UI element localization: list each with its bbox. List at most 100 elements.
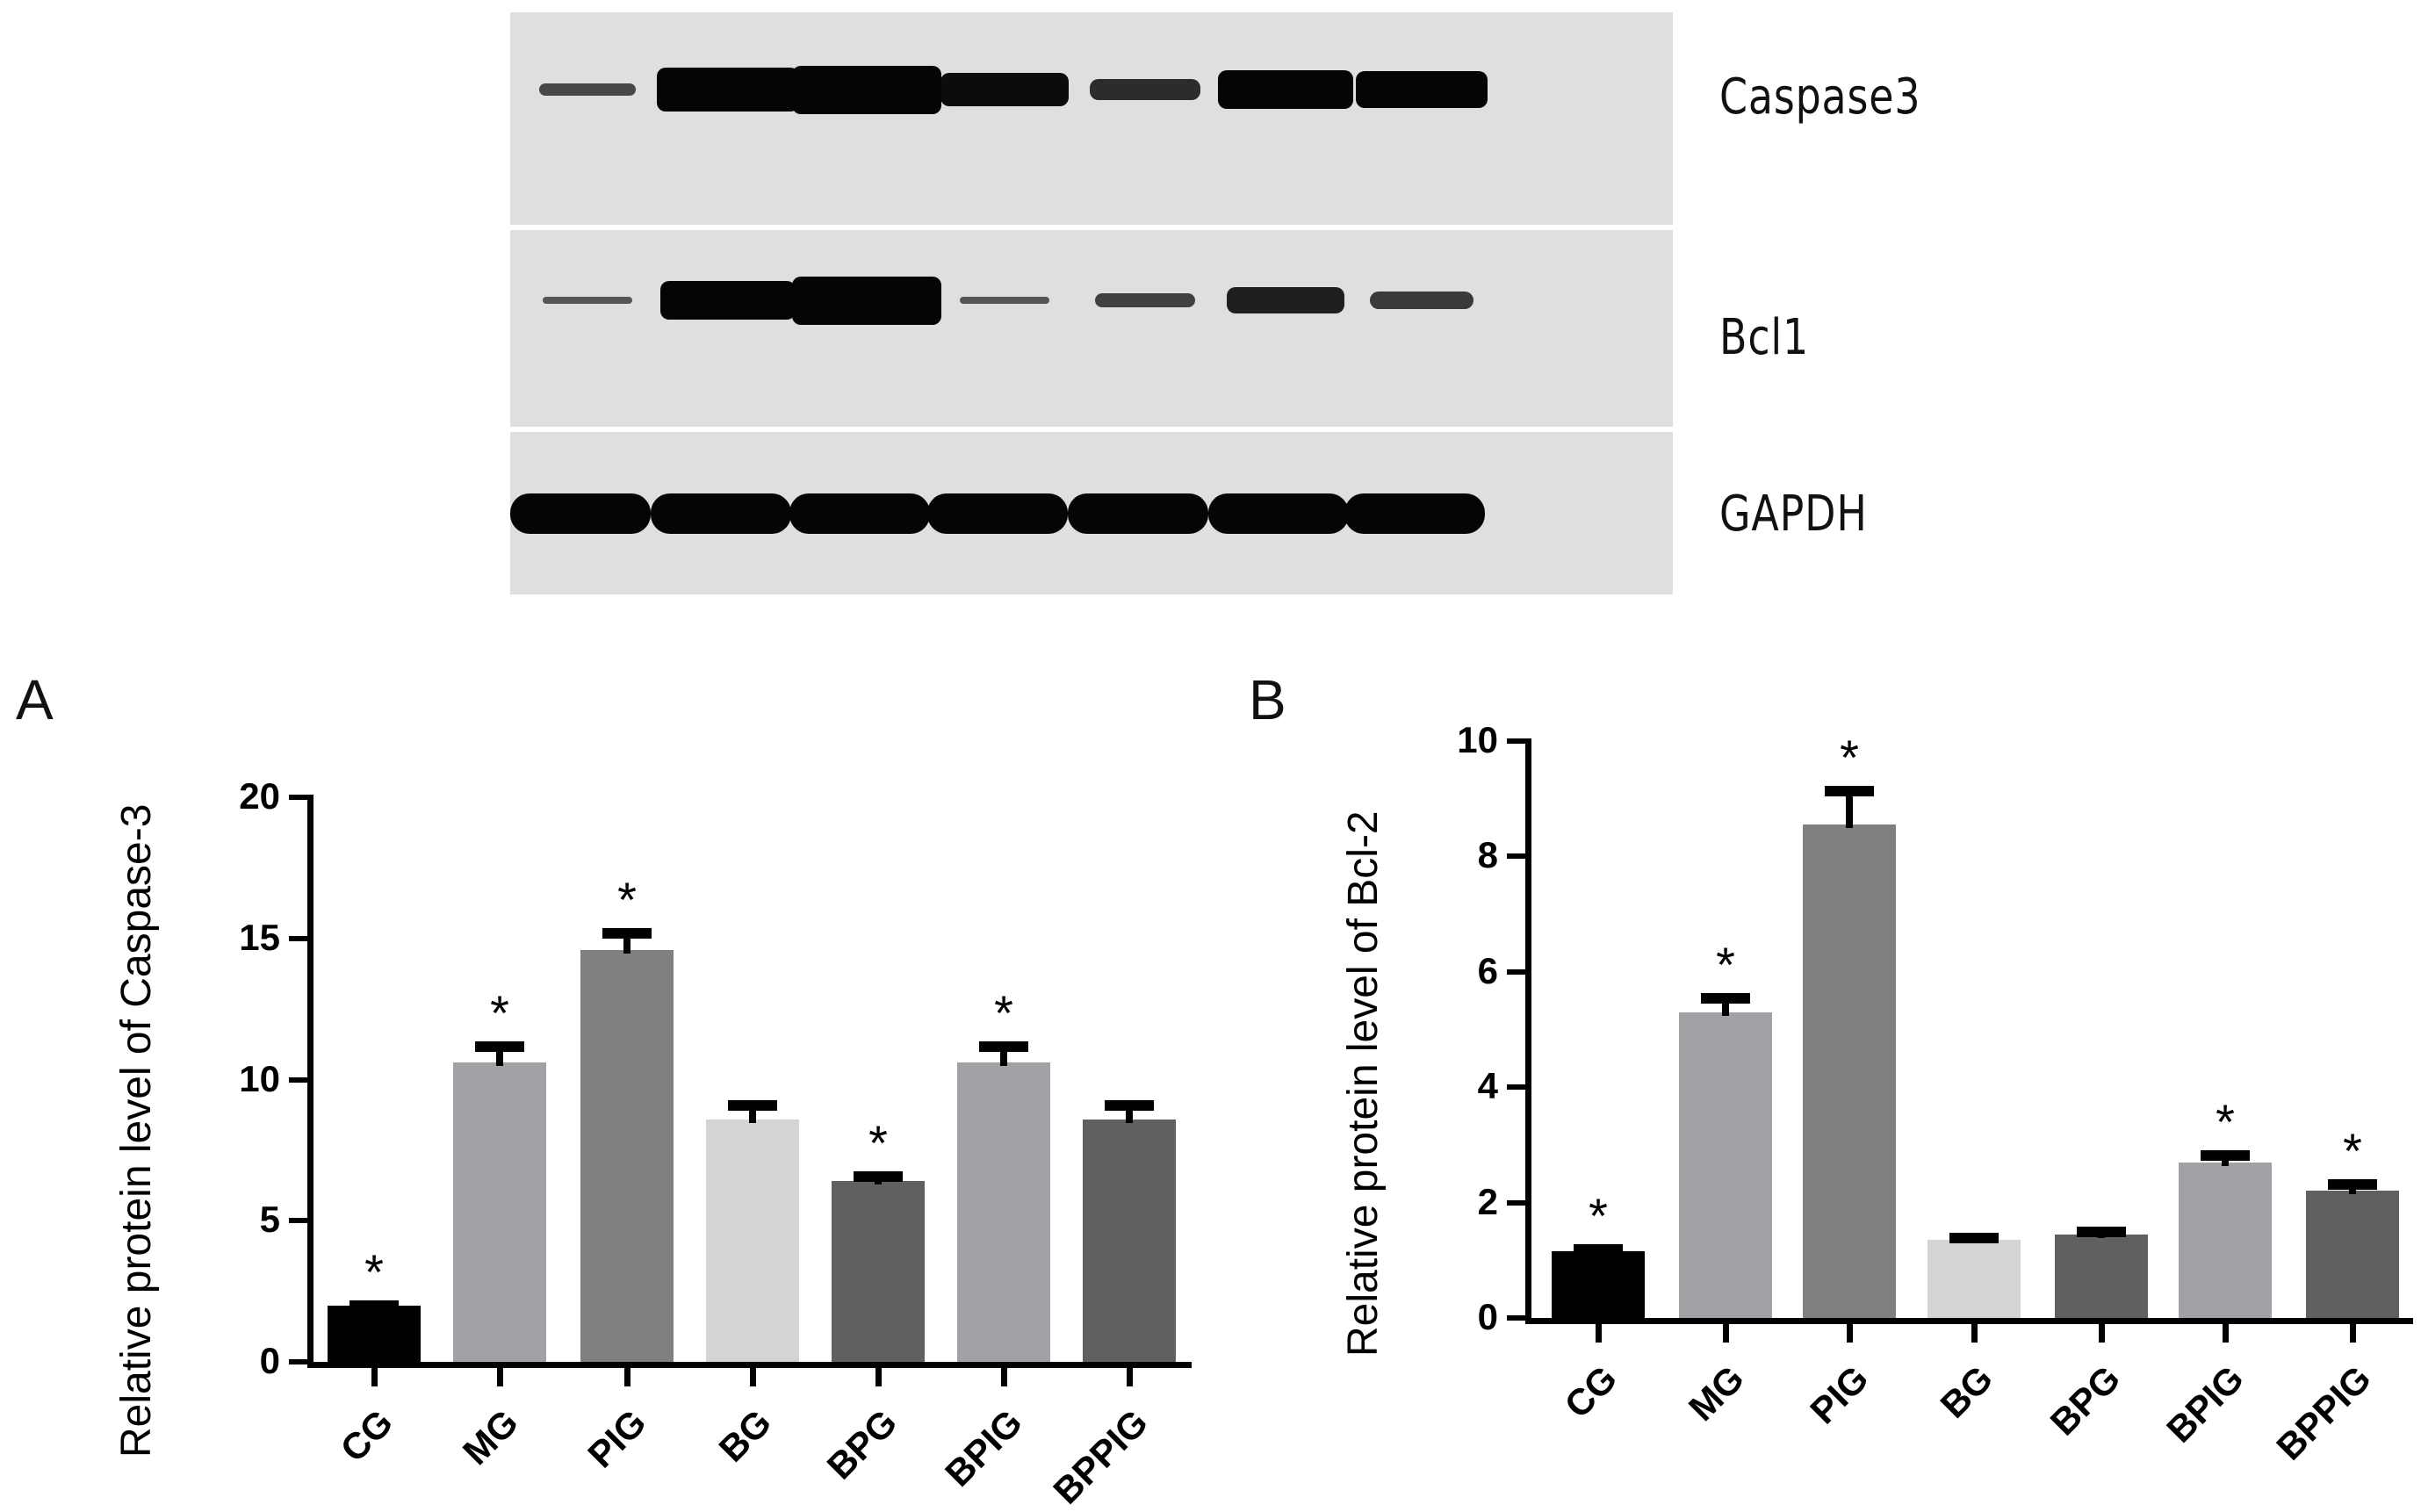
x-tick [1596,1321,1602,1343]
x-tick [875,1365,882,1386]
x-tick [750,1365,756,1386]
y-axis-title-bcl2: Relative protein level of Bcl-2 [1340,810,1387,1357]
error-bar [2349,1181,2356,1195]
error-bar-cap [1701,993,1750,1004]
blot-band [1095,292,1195,308]
blot-label-caspase3: Caspase3 [1719,68,1921,126]
y-tick-label: 10 [1457,719,1498,760]
blot-band [792,276,941,325]
error-bar-cap [728,1100,777,1112]
x-tick [497,1365,503,1386]
significance-marker: * [364,1244,384,1300]
bar-cg [328,1305,421,1362]
x-tick-label-cg: CG [332,1401,401,1470]
x-tick-label-mg: MG [455,1401,527,1473]
bar-bpig [2179,1162,2272,1318]
panel-label-b: B [1249,668,1286,731]
x-tick-label-bpig: BPIG [2158,1357,2252,1451]
y-tick-label: 0 [259,1340,280,1381]
y-axis [1525,738,1531,1324]
error-bar-cap [854,1170,903,1182]
bar-cg [1552,1251,1645,1318]
x-axis [1525,1318,2413,1324]
y-tick-label: 10 [239,1057,280,1099]
error-bar-cap [602,928,652,940]
bar-bpg [2055,1234,2148,1318]
error-bar-cap [1949,1232,1999,1243]
error-bar [1846,787,1853,829]
y-tick [289,1076,308,1083]
x-tick-label-cg: CG [1556,1357,1625,1426]
bar-mg [1679,1012,1772,1318]
error-bar [1126,1102,1133,1123]
y-tick-label: 4 [1477,1065,1498,1107]
y-tick [289,1218,308,1224]
blot-label-gapdh: GAPDH [1719,486,1868,543]
blot-band [657,68,799,112]
blot-row-gapdh [510,432,1673,594]
bar-bg [1927,1240,2021,1318]
error-bar-cap [1574,1243,1623,1255]
y-tick [1507,853,1526,860]
error-bar [623,930,630,954]
significance-marker: * [1840,729,1859,785]
blot-band [1068,493,1208,534]
error-bar [1722,995,1729,1016]
significance-marker: * [994,984,1013,1040]
error-bar-cap [1105,1100,1154,1112]
significance-marker: * [868,1114,888,1170]
x-tick [371,1365,378,1386]
error-bar-cap [475,1040,524,1052]
y-tick [1507,1199,1526,1206]
y-tick [289,935,308,941]
bar-mg [453,1062,546,1362]
error-bar-cap [2201,1150,2250,1162]
significance-marker: * [2343,1123,2362,1179]
western-blot-image [510,12,1673,594]
x-tick [2099,1321,2105,1343]
error-bar [875,1172,882,1185]
significance-marker: * [1589,1187,1608,1243]
bar-bppig [2306,1191,2399,1318]
x-tick [1001,1365,1007,1386]
blot-band [543,296,632,305]
blot-band [792,65,941,114]
x-tick [1847,1321,1853,1343]
error-bar-cap [1825,785,1874,796]
blot-row-caspase3 [510,12,1673,225]
error-bar-cap [2077,1227,2126,1238]
significance-marker: * [490,984,509,1040]
x-tick-label-pig: PIG [1801,1357,1877,1432]
y-tick [289,1359,308,1364]
y-tick-label: 15 [239,916,280,958]
y-tick [1507,1084,1526,1091]
blot-band [510,493,651,534]
x-tick-label-bpg: BPG [2042,1357,2129,1444]
x-tick [1723,1321,1729,1343]
bar-bg [706,1119,799,1362]
bar-pig [1803,824,1896,1318]
blot-band [1208,493,1349,534]
bar-bpig [957,1062,1050,1362]
x-tick-label-pig: PIG [579,1401,654,1476]
blot-band [960,296,1049,305]
y-tick-label: 2 [1477,1180,1498,1222]
blot-label-bcl1: Bcl1 [1719,309,1810,366]
y-tick [1507,968,1526,975]
x-tick-label-bg: BG [710,1401,780,1470]
error-bar [496,1042,503,1067]
blot-band [927,493,1068,534]
error-bar [2098,1228,2105,1238]
error-bar [371,1302,378,1309]
x-tick-label-bppig: BPPIG [1045,1401,1156,1512]
y-tick [289,795,308,800]
y-tick-label: 8 [1477,834,1498,876]
y-tick [1507,1315,1526,1321]
x-tick [2350,1321,2356,1343]
error-bar-cap [979,1040,1028,1052]
x-tick [1127,1365,1133,1386]
blot-band [1218,70,1353,109]
blot-band [940,72,1069,107]
error-bar-cap [349,1300,399,1312]
blot-band [1227,286,1344,314]
